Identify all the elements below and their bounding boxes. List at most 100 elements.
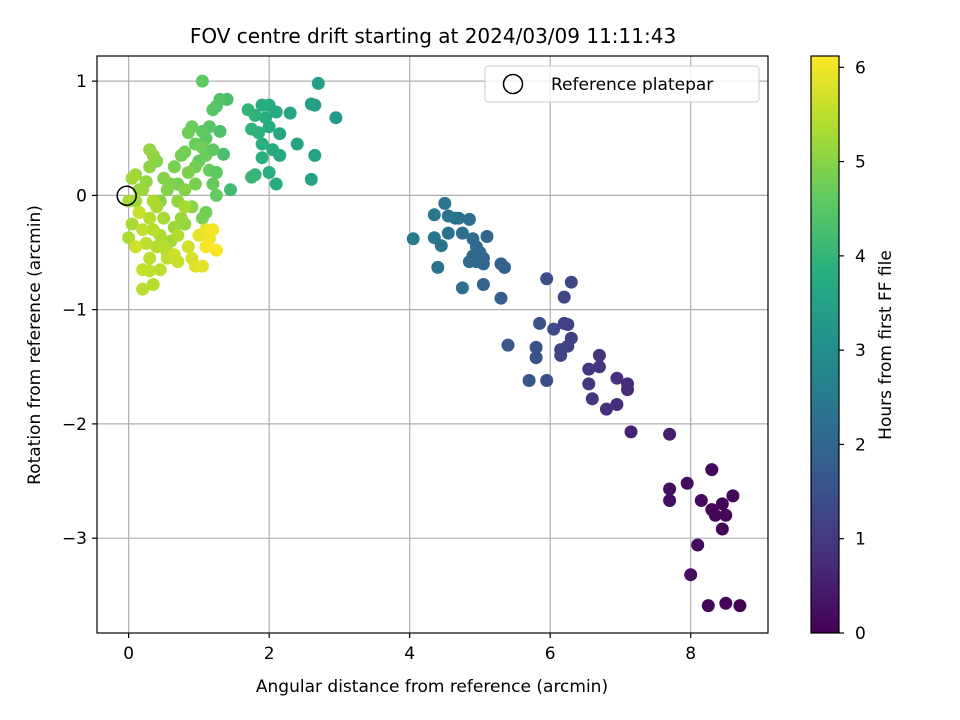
scatter-point-80 (273, 148, 287, 162)
scatter-point-38 (533, 316, 547, 330)
scatter-point-35 (564, 275, 578, 289)
colorbar-tick-label-4: 4 (855, 247, 866, 267)
x-tick-label-3: 6 (545, 644, 556, 664)
scatter-point-142 (209, 188, 223, 202)
scatter-point-114 (167, 160, 181, 174)
colorbar-ticks: 0 1 2 3 4 5 6 (839, 58, 866, 644)
y-tick-label-2: −1 (62, 301, 87, 321)
colorbar-tick-label-1: 1 (855, 530, 866, 550)
scatter-point-60 (441, 209, 455, 223)
scatter-point-87 (255, 137, 269, 151)
scatter-point-168 (181, 240, 195, 254)
scatter-point-112 (174, 148, 188, 162)
scatter-point-75 (308, 148, 322, 162)
scatter-point-41 (540, 374, 554, 387)
scatter-point-33 (554, 343, 568, 357)
y-axis-ticks: 1 0 −1 −2 −3 (62, 72, 97, 549)
scatter-point-135 (195, 140, 209, 154)
scatter-point-11 (691, 538, 705, 552)
scatter-point-22 (599, 402, 613, 416)
scatter-point-40 (529, 351, 543, 365)
scatter-point-175 (206, 223, 220, 237)
scatter-point-45 (494, 257, 508, 271)
scatter-point-25 (582, 362, 596, 376)
scatter-point-69 (406, 232, 420, 246)
scatter-point-137 (188, 177, 202, 191)
scatter-point-46 (494, 291, 508, 305)
scatter-point-12 (684, 568, 698, 582)
scatter-point-68 (455, 281, 469, 295)
x-axis-label: Angular distance from reference (arcmin) (256, 677, 608, 697)
scatter-point-20 (610, 371, 624, 385)
colorbar-tick-label-6: 6 (855, 58, 866, 78)
scatter-point-5 (708, 508, 722, 522)
scatter-point-128 (125, 171, 139, 185)
scatter-point-176 (209, 243, 223, 257)
scatter-point-92 (245, 122, 259, 136)
scatter-point-88 (255, 151, 269, 165)
scatter-point-16 (663, 427, 677, 441)
y-tick-label-3: −2 (62, 415, 87, 435)
scatter-point-147 (174, 211, 188, 225)
scatter-point-19 (621, 383, 634, 397)
scatter-point-47 (476, 278, 490, 291)
plot-frame (96, 55, 769, 634)
scatter-point-15 (733, 599, 747, 613)
scatter-point-121 (143, 160, 157, 174)
scatter-point-184 (146, 194, 160, 208)
scatter-point-7 (715, 522, 729, 536)
scatter-point-138 (181, 166, 195, 179)
scatter-point-86 (262, 120, 276, 134)
scatter-point-161 (132, 206, 146, 219)
scatter-point-61 (438, 196, 452, 210)
scatter-point-81 (269, 177, 283, 191)
scatter-point-171 (195, 259, 209, 273)
colorbar-tick-label-5: 5 (855, 153, 866, 173)
scatter-points (122, 74, 747, 613)
scatter-point-26 (582, 377, 596, 391)
scatter-point-66 (434, 239, 448, 253)
scatter-point-177 (199, 240, 213, 254)
scatter-point-48 (480, 230, 494, 243)
scatter-point-164 (146, 278, 160, 291)
colorbar-tick-label-2: 2 (855, 435, 866, 455)
scatter-point-99 (213, 124, 227, 138)
scatter-point-24 (592, 360, 606, 374)
scatter-point-74 (304, 172, 318, 186)
colorbar-label: Hours from first FF file (876, 250, 896, 440)
scatter-point-13 (701, 599, 715, 613)
scatter-point-139 (178, 183, 192, 197)
scatter-point-14 (719, 596, 733, 610)
scatter-point-37 (540, 272, 554, 286)
scatter-point-63 (455, 226, 469, 240)
legend-box (484, 65, 760, 103)
legend-entry-reference: Reference platepar (551, 75, 713, 95)
scatter-point-159 (136, 223, 150, 237)
x-tick-label-0: 0 (123, 644, 134, 664)
scatter-point-34 (557, 290, 571, 304)
colorbar-tick-label-3: 3 (855, 341, 866, 361)
scatter-point-21 (610, 398, 624, 411)
scatter-point-105 (195, 74, 209, 88)
x-tick-label-2: 4 (404, 644, 415, 664)
scatter-point-129 (125, 217, 139, 231)
scatter-point-73 (308, 98, 322, 112)
scatter-point-162 (129, 240, 143, 254)
scatter-point-131 (122, 231, 136, 245)
scatter-point-140 (206, 143, 220, 157)
scatter-point-39 (529, 340, 543, 354)
colorbar-tick-label-0: 0 (855, 624, 866, 644)
scatter-point-4 (719, 508, 733, 522)
scatter-point-55 (462, 255, 476, 269)
scatter-point-180 (171, 228, 185, 242)
scatter-point-42 (522, 374, 536, 387)
scatter-point-152 (157, 211, 171, 225)
y-tick-label-0: 1 (76, 72, 87, 92)
scatter-point-116 (160, 183, 174, 197)
scatter-point-155 (146, 223, 160, 237)
scatter-point-2 (715, 497, 729, 511)
scatter-point-57 (462, 212, 476, 226)
x-axis-ticks: 0 2 4 6 8 (123, 633, 696, 664)
